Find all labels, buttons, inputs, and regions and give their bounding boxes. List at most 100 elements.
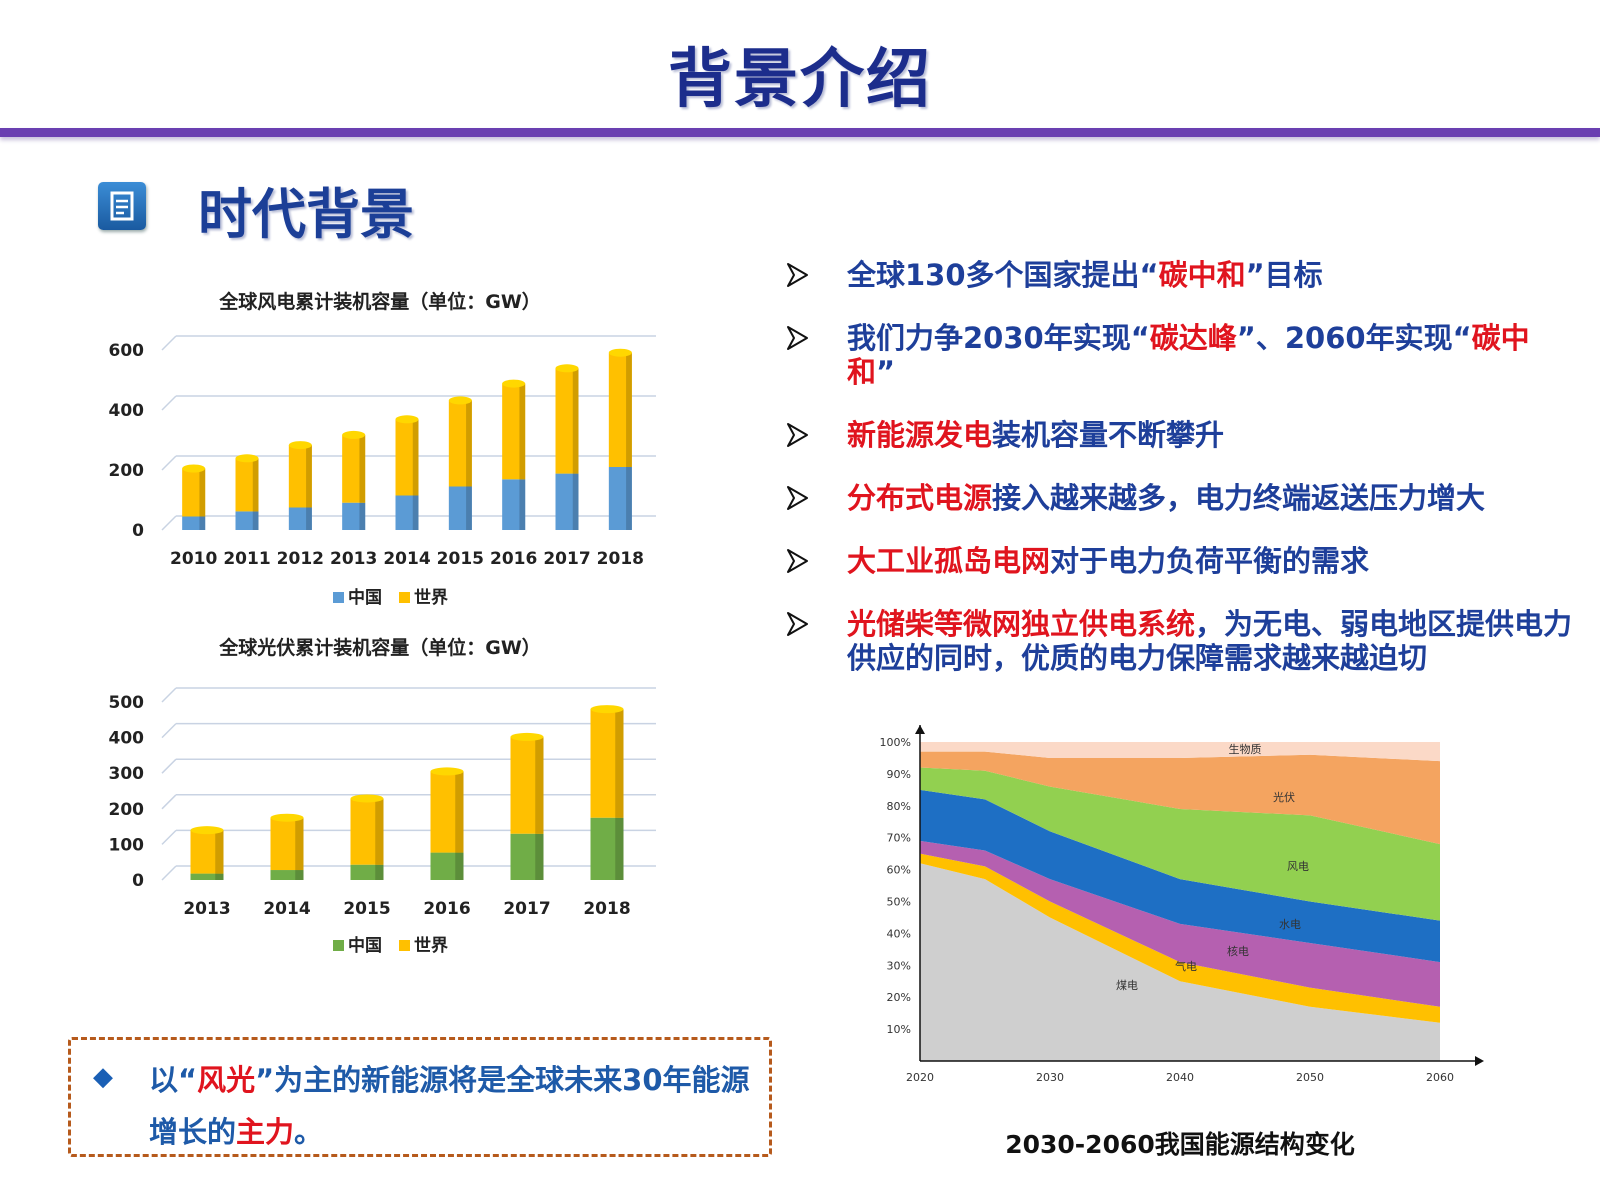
- area-label: 风电: [1287, 860, 1309, 873]
- highlight-text: 风光: [197, 1063, 256, 1097]
- bullet-item: 我们力争2030年实现“碳达峰”、2060年实现“碳中和”: [785, 321, 1575, 389]
- world-bar: [590, 705, 624, 818]
- world-bar: [270, 813, 304, 871]
- highlight-text: 大工业孤岛电网: [847, 544, 1051, 578]
- highlight-text: 碳达峰: [1149, 321, 1237, 355]
- area-label: 气电: [1175, 959, 1197, 973]
- china-bar: [502, 479, 526, 530]
- wind-chart-title: 全球风电累计装机容量（单位：GW）: [219, 291, 541, 313]
- bullet-item: 全球130多个国家提出“碳中和”目标: [785, 258, 1575, 292]
- document-icon: [98, 182, 146, 230]
- legend-swatch: [333, 940, 344, 951]
- area-label: 生物质: [1229, 742, 1262, 756]
- highlight-text: 新能源发电: [847, 418, 993, 452]
- x-tick-label: 2018: [597, 549, 644, 569]
- gridline: [161, 829, 177, 845]
- area-5: [920, 751, 1440, 845]
- y-tick-label: 200: [109, 461, 145, 481]
- x-tick-label: 2016: [423, 899, 470, 919]
- x-tick-label: 2017: [503, 899, 550, 919]
- china-bar: [182, 516, 206, 530]
- y-tick-label: 600: [109, 341, 145, 361]
- china-bar: [190, 873, 224, 880]
- x-tick-label: 2060: [1426, 1071, 1454, 1084]
- china-bar: [510, 833, 544, 880]
- area-label: 核电: [1227, 944, 1249, 958]
- gridline: [161, 515, 177, 531]
- area-3: [920, 789, 1440, 963]
- x-tick-label: 2013: [183, 899, 230, 919]
- arrow-bullet-icon: [785, 323, 811, 353]
- highlight-text: 光储柴等微网独立供电系统: [847, 607, 1196, 641]
- y-tick-label: 50%: [887, 896, 911, 909]
- y-tick-label: 300: [109, 764, 145, 784]
- y-tick-label: 40%: [887, 927, 911, 940]
- bullet-item: 新能源发电装机容量不断攀升: [785, 418, 1575, 452]
- highlight-text: 分布式电源: [847, 481, 993, 515]
- world-bar: [190, 826, 224, 874]
- area-4: [920, 767, 1440, 921]
- y-tick-label: 70%: [887, 832, 911, 845]
- y-tick-label: 400: [109, 729, 145, 749]
- y-tick-label: 100: [109, 835, 145, 855]
- china-bar: [350, 864, 384, 880]
- x-tick-label: 2040: [1166, 1071, 1194, 1084]
- world-bar: [510, 732, 544, 834]
- callout-box: ◆ 以“风光”为主的新能源将是全球未来30年能源增长的主力。: [68, 1037, 772, 1157]
- bullet-item: 光储柴等微网独立供电系统，为无电、弱电地区提供电力供应的同时，优质的电力保障需求…: [785, 607, 1575, 675]
- pv-chart-title: 全球光伏累计装机容量（单位：GW）: [219, 637, 541, 659]
- y-tick-label: 0: [132, 521, 144, 541]
- x-tick-label: 2018: [583, 899, 630, 919]
- bullet-text: 全球130多个国家提出“: [847, 258, 1159, 292]
- x-tick-label: 2015: [437, 549, 484, 569]
- china-bar: [430, 852, 464, 880]
- pv-capacity-chart: 0 100 200 300 400 500 2013 2014 2015 2016 2017 2018…: [109, 687, 656, 956]
- y-tick-label: 30%: [887, 959, 911, 972]
- area-label: 水电: [1279, 918, 1301, 931]
- world-bar: [350, 794, 384, 865]
- x-tick-label: 2012: [277, 549, 324, 569]
- gridline: [161, 758, 177, 774]
- china-bar: [608, 467, 632, 530]
- legend-swatch: [399, 592, 410, 603]
- x-tick-label: 2030: [1036, 1071, 1064, 1084]
- bullet-text: 对于电力负荷平衡的需求: [1050, 544, 1370, 578]
- section-title: 时代背景: [198, 183, 414, 246]
- world-bar: [430, 767, 464, 853]
- highlight-text: 主力: [236, 1115, 295, 1149]
- world-bar: [342, 430, 366, 503]
- y-tick-label: 80%: [887, 800, 911, 813]
- arrow-bullet-icon: [785, 420, 811, 450]
- china-bar: [342, 502, 366, 530]
- x-tick-label: 2011: [223, 549, 270, 569]
- diamond-icon: ◆: [93, 1062, 113, 1092]
- y-tick-label: 20%: [887, 991, 911, 1004]
- china-bar: [235, 511, 259, 530]
- x-tick-label: 2014: [383, 549, 430, 569]
- highlight-text: 碳中和: [847, 321, 1530, 389]
- energy-structure-chart: 10% 20% 30% 40% 50% 60% 70% 80% 90% 100% 2020 2030 2…: [880, 725, 1484, 1084]
- x-axis-arrow-icon: [1475, 1056, 1484, 1066]
- world-bar: [502, 379, 526, 480]
- bullet-list: 全球130多个国家提出“碳中和”目标 我们力争2030年实现“碳达峰”、2060年…: [785, 258, 1575, 704]
- title-divider: [0, 128, 1600, 137]
- bullet-item: 分布式电源接入越来越多，电力终端返送压力增大: [785, 481, 1575, 515]
- bullet-text: ”目标: [1245, 258, 1323, 292]
- energy-structure-caption: 2030-2060我国能源结构变化: [1005, 1130, 1355, 1159]
- china-bar: [270, 870, 304, 880]
- world-bar: [235, 454, 259, 512]
- arrow-bullet-icon: [785, 609, 811, 639]
- x-tick-label: 2014: [263, 899, 310, 919]
- gridline: [161, 723, 177, 739]
- x-tick-label: 2017: [543, 549, 590, 569]
- bullet-text: 接入越来越多，电力终端返送压力增大: [992, 481, 1486, 515]
- y-tick-label: 400: [109, 401, 145, 421]
- bullet-text: 我们力争2030年实现“: [847, 321, 1150, 355]
- callout-text-part: 以“: [149, 1063, 198, 1097]
- china-bar: [288, 507, 312, 530]
- arrow-bullet-icon: [785, 260, 811, 290]
- china-bar: [448, 486, 472, 530]
- china-bar: [555, 473, 579, 530]
- y-tick-label: 90%: [887, 768, 911, 781]
- callout-text-part: 。: [294, 1115, 324, 1149]
